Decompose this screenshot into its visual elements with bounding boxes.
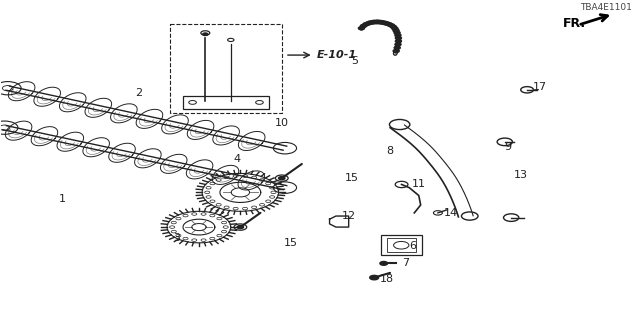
Circle shape	[386, 23, 392, 26]
Text: E-10-1: E-10-1	[317, 50, 357, 60]
Text: 3: 3	[173, 233, 180, 243]
Text: 18: 18	[380, 274, 394, 284]
Circle shape	[358, 27, 364, 30]
Text: 8: 8	[387, 146, 394, 156]
Circle shape	[278, 177, 285, 180]
Text: 11: 11	[412, 180, 426, 189]
Bar	[381, 235, 422, 255]
Circle shape	[360, 24, 367, 28]
Circle shape	[394, 31, 400, 34]
Text: 17: 17	[532, 82, 547, 92]
Circle shape	[395, 34, 401, 37]
Circle shape	[367, 21, 372, 24]
Text: FR.: FR.	[563, 17, 586, 30]
Text: 6: 6	[409, 241, 416, 251]
Circle shape	[363, 23, 369, 26]
Circle shape	[394, 46, 400, 49]
Circle shape	[393, 29, 399, 32]
Circle shape	[396, 40, 401, 43]
Circle shape	[393, 50, 399, 52]
Circle shape	[203, 33, 208, 36]
Text: 1: 1	[58, 194, 65, 204]
Circle shape	[370, 276, 379, 280]
Text: 15: 15	[284, 238, 298, 248]
Text: 7: 7	[403, 258, 410, 268]
Text: 9: 9	[504, 142, 511, 152]
Bar	[183, 96, 269, 109]
Bar	[387, 238, 415, 252]
Text: 15: 15	[345, 173, 359, 183]
Circle shape	[396, 123, 403, 126]
Circle shape	[390, 25, 397, 28]
Text: 2: 2	[135, 88, 142, 98]
Text: 12: 12	[342, 211, 356, 221]
Circle shape	[396, 36, 401, 40]
Circle shape	[395, 43, 401, 46]
Bar	[170, 23, 282, 114]
Circle shape	[237, 226, 244, 229]
Circle shape	[380, 261, 388, 265]
Circle shape	[392, 27, 398, 30]
Text: TBA4E1101: TBA4E1101	[580, 4, 632, 12]
Text: 10: 10	[275, 118, 289, 128]
Text: 4: 4	[234, 154, 241, 164]
Text: 5: 5	[351, 56, 358, 66]
Circle shape	[382, 21, 388, 25]
Circle shape	[378, 21, 385, 24]
Text: 13: 13	[514, 170, 528, 180]
Circle shape	[374, 20, 381, 23]
Circle shape	[388, 24, 394, 27]
Text: 14: 14	[444, 208, 458, 218]
Circle shape	[371, 20, 376, 24]
